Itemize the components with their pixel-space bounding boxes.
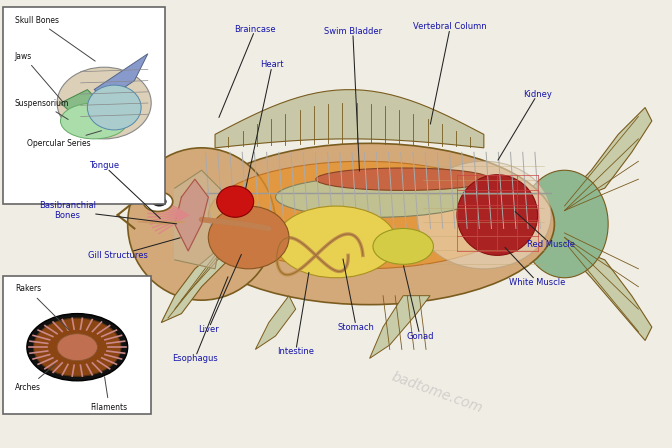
Text: Tongue: Tongue [89,161,160,219]
Polygon shape [370,296,430,358]
Text: Filaments: Filaments [91,377,128,412]
Polygon shape [94,54,148,99]
Circle shape [34,318,121,376]
Text: Stomach: Stomach [338,259,374,332]
Text: badtome.com: badtome.com [390,369,485,415]
Text: Swim Bladder: Swim Bladder [324,27,382,171]
Text: Vertebral Column: Vertebral Column [413,22,487,124]
Text: Gill Structures: Gill Structures [87,238,180,260]
Text: Skull Bones: Skull Bones [15,16,95,61]
Polygon shape [558,108,652,206]
Ellipse shape [128,148,276,300]
Ellipse shape [521,170,608,278]
Polygon shape [175,179,208,251]
Polygon shape [215,90,484,148]
Polygon shape [138,222,185,224]
Text: Intestine: Intestine [277,272,314,356]
Circle shape [143,192,173,211]
Polygon shape [175,170,228,269]
Text: Esophagus: Esophagus [172,277,228,363]
Polygon shape [60,90,101,121]
Polygon shape [161,246,228,323]
Ellipse shape [417,161,551,269]
Ellipse shape [57,67,151,139]
Polygon shape [558,242,652,340]
Ellipse shape [316,168,491,190]
Text: Suspensorium: Suspensorium [15,99,69,120]
FancyBboxPatch shape [3,276,151,414]
Text: Gonad: Gonad [403,266,433,340]
Ellipse shape [216,186,253,217]
Text: Heart: Heart [245,60,284,189]
Ellipse shape [208,161,517,269]
FancyBboxPatch shape [3,7,165,204]
Ellipse shape [276,177,477,217]
Ellipse shape [87,85,141,130]
Polygon shape [255,296,296,349]
Text: Braincase: Braincase [219,25,276,117]
Text: Opercular Series: Opercular Series [27,131,101,148]
Text: Rakers: Rakers [15,284,69,330]
Text: White Muscle: White Muscle [505,247,566,287]
Circle shape [152,197,167,207]
Text: Kidney: Kidney [498,90,552,160]
Ellipse shape [185,143,554,305]
Text: Jaws: Jaws [15,52,62,101]
Circle shape [27,314,128,381]
Ellipse shape [208,206,289,269]
Ellipse shape [276,206,396,278]
Circle shape [57,334,97,361]
Ellipse shape [60,103,128,139]
Text: Basibranchial
Bones: Basibranchial Bones [39,201,177,224]
Text: Arches: Arches [15,365,55,392]
Text: Liver: Liver [198,254,241,334]
Ellipse shape [373,228,433,264]
Text: Red Muscle: Red Muscle [515,211,575,249]
Ellipse shape [457,175,538,255]
